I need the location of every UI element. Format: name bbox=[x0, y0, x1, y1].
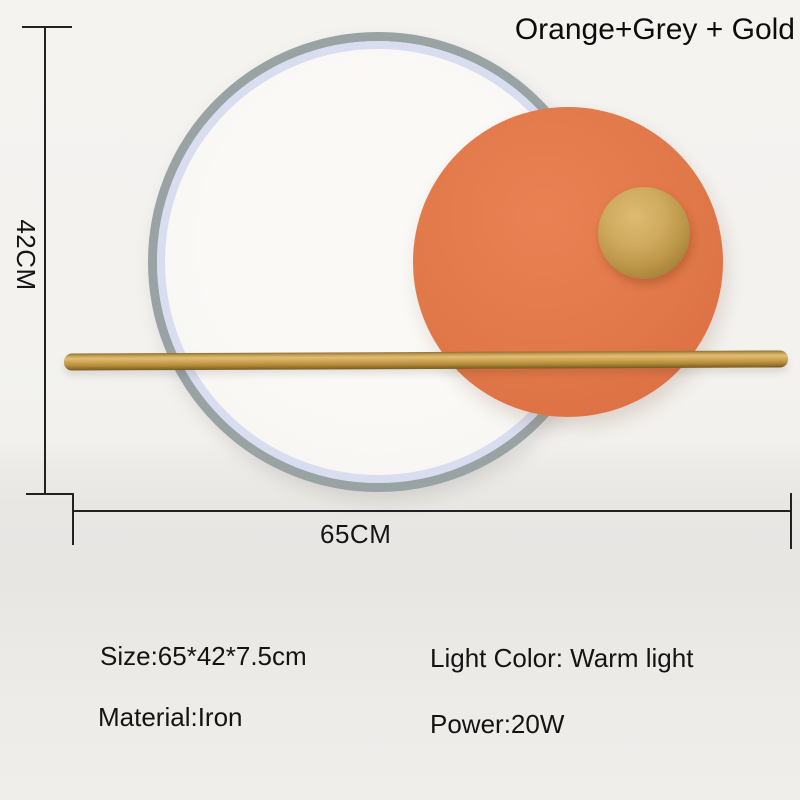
height-dim-label: 42CM bbox=[11, 219, 41, 291]
width-dim-label: 65CM bbox=[320, 519, 392, 549]
width-dim-left-cap bbox=[72, 493, 74, 545]
variant-title: Orange+Grey + Gold bbox=[514, 13, 795, 46]
spec-light-color: Light Color: Warm light bbox=[430, 643, 694, 673]
width-dim-right-cap bbox=[790, 493, 792, 549]
height-dim-bottom-cap bbox=[26, 493, 74, 495]
height-dim-line bbox=[44, 26, 46, 495]
width-dim-line bbox=[72, 510, 792, 512]
height-dim-top-cap bbox=[22, 26, 72, 28]
spec-size: Size:65*42*7.5cm bbox=[100, 641, 307, 671]
spec-material: Material:Iron bbox=[98, 702, 243, 732]
brass-knob bbox=[598, 187, 690, 279]
spec-power: Power:20W bbox=[430, 709, 565, 739]
gold-light-bar bbox=[63, 350, 789, 371]
